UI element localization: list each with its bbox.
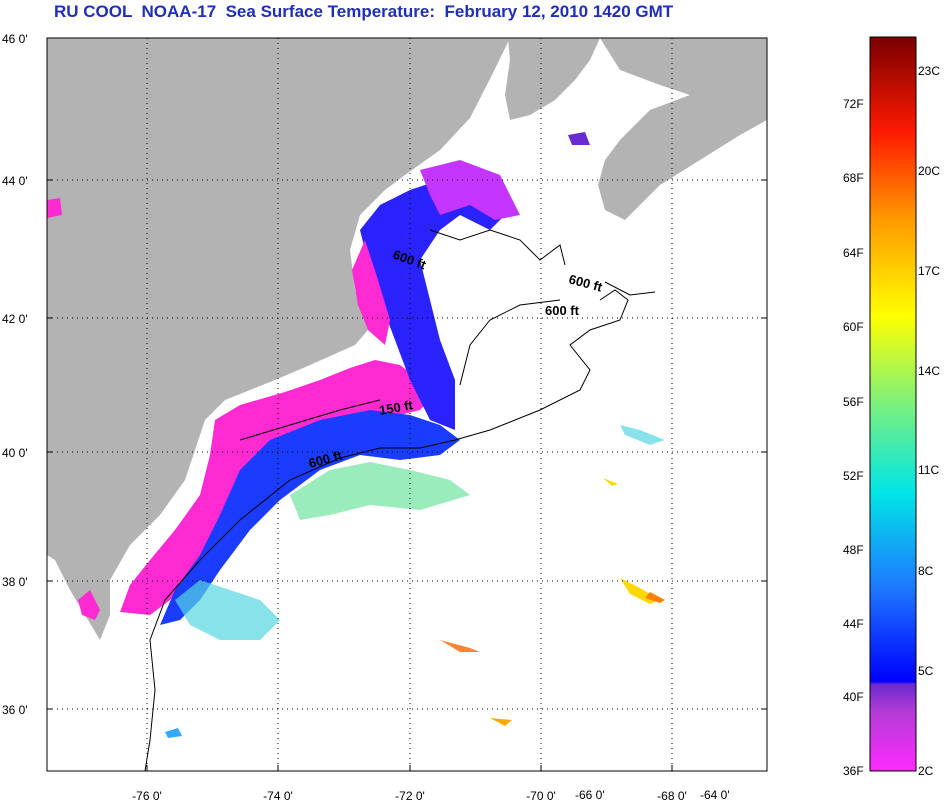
cb-f-40: 40F bbox=[843, 690, 864, 704]
graticule bbox=[47, 38, 767, 771]
cb-c-8: 8C bbox=[918, 564, 934, 578]
cb-f-44: 44F bbox=[843, 617, 864, 631]
cb-f-68: 68F bbox=[843, 171, 864, 185]
cb-c-20: 20C bbox=[918, 164, 941, 178]
lat-label-46: 46 0' bbox=[2, 32, 28, 46]
lat-label-36: 36 0' bbox=[2, 703, 28, 717]
contour-label-600ft-bank: 600 ft bbox=[545, 303, 580, 318]
lat-label-44: 44 0' bbox=[2, 174, 28, 188]
axis-ticks bbox=[47, 37, 767, 771]
cb-f-48: 48F bbox=[843, 543, 864, 557]
map-title: RU COOL NOAA-17 Sea Surface Temperature:… bbox=[54, 2, 674, 21]
cb-f-56: 56F bbox=[843, 395, 864, 409]
bathymetry-contours bbox=[144, 229, 656, 772]
lon-label-68: -68 0' bbox=[657, 789, 687, 803]
cb-c-14: 14C bbox=[918, 364, 941, 378]
cb-f-64: 64F bbox=[843, 246, 864, 260]
lat-label-42: 42 0' bbox=[2, 312, 28, 326]
lon-label-72: -72 0' bbox=[395, 789, 425, 803]
lat-label-38: 38 0' bbox=[2, 575, 28, 589]
cb-f-52: 52F bbox=[843, 469, 864, 483]
lon-label-76: -76 0' bbox=[132, 789, 162, 803]
colorbar bbox=[869, 36, 917, 772]
lon-label-70: -70 0' bbox=[526, 789, 556, 803]
cb-c-23: 23C bbox=[918, 64, 941, 78]
cb-c-17: 17C bbox=[918, 264, 941, 278]
cb-c-2: 2C bbox=[918, 764, 934, 778]
lon-label-64-text: -64 0' bbox=[700, 788, 730, 802]
lat-label-40: 40 0' bbox=[2, 446, 28, 460]
lon-label-66-text: -66 0' bbox=[575, 788, 605, 802]
cb-f-72: 72F bbox=[843, 97, 864, 111]
lon-label-74: -74 0' bbox=[263, 789, 293, 803]
map-frame bbox=[46, 37, 768, 772]
sst-imagery bbox=[47, 132, 665, 738]
cb-c-11: 11C bbox=[918, 463, 940, 477]
cb-f-60: 60F bbox=[843, 320, 864, 334]
cb-f-36: 36F bbox=[843, 764, 864, 778]
contour-label-150ft: 150 ft bbox=[378, 397, 415, 418]
cb-c-5: 5C bbox=[918, 664, 934, 678]
